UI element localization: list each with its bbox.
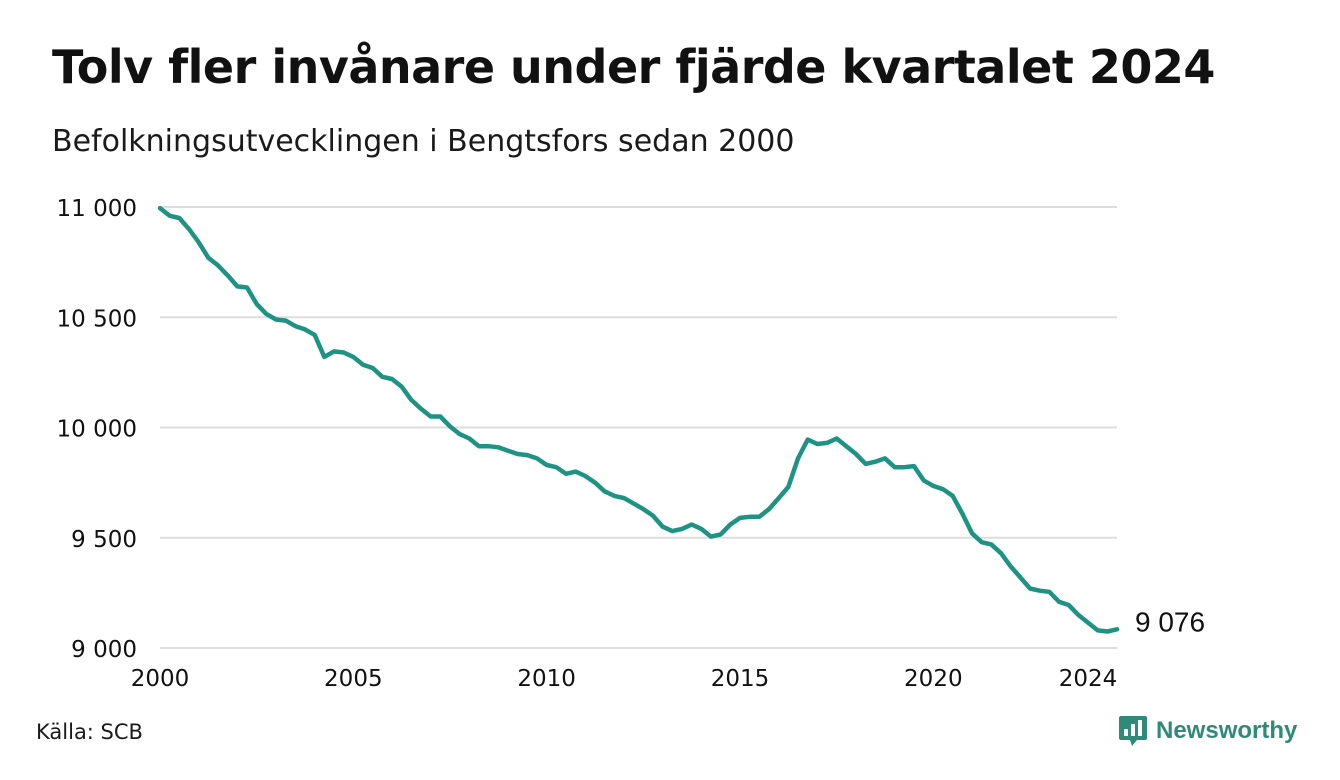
x-tick-label: 2024 <box>1059 666 1118 692</box>
brand-logo: Newsworthy <box>1118 714 1297 748</box>
series-line-0 <box>157 205 1120 634</box>
annotations: 9 076 <box>1135 606 1205 637</box>
y-tick-label: 9 000 <box>71 637 137 663</box>
x-tick-label: 2000 <box>131 666 190 692</box>
y-tick-label: 11 000 <box>57 196 137 222</box>
grid-lines <box>160 206 1117 649</box>
y-tick-label: 10 000 <box>57 417 137 443</box>
y-tick-label: 10 500 <box>57 306 137 332</box>
x-tick-label: 2020 <box>904 666 963 692</box>
chart-title: Tolv fler invånare under fjärde kvartale… <box>52 40 1215 94</box>
series-group <box>157 205 1120 634</box>
x-axis: 2000 2005 2010 2015 2020 2024 <box>131 666 1118 692</box>
y-axis: 9 000 9 500 10 000 10 500 11 000 <box>57 196 137 663</box>
source-note: Källa: SCB <box>36 720 143 744</box>
chart-subtitle: Befolkningsutvecklingen i Bengtsfors sed… <box>52 124 795 159</box>
y-tick-label: 9 500 <box>71 527 137 553</box>
x-tick-label: 2005 <box>324 666 383 692</box>
end-value-label: 9 076 <box>1135 606 1205 637</box>
brand-name: Newsworthy <box>1156 717 1298 744</box>
newsworthy-logo-icon <box>1119 716 1147 746</box>
x-tick-label: 2010 <box>517 666 576 692</box>
x-tick-label: 2015 <box>711 666 770 692</box>
